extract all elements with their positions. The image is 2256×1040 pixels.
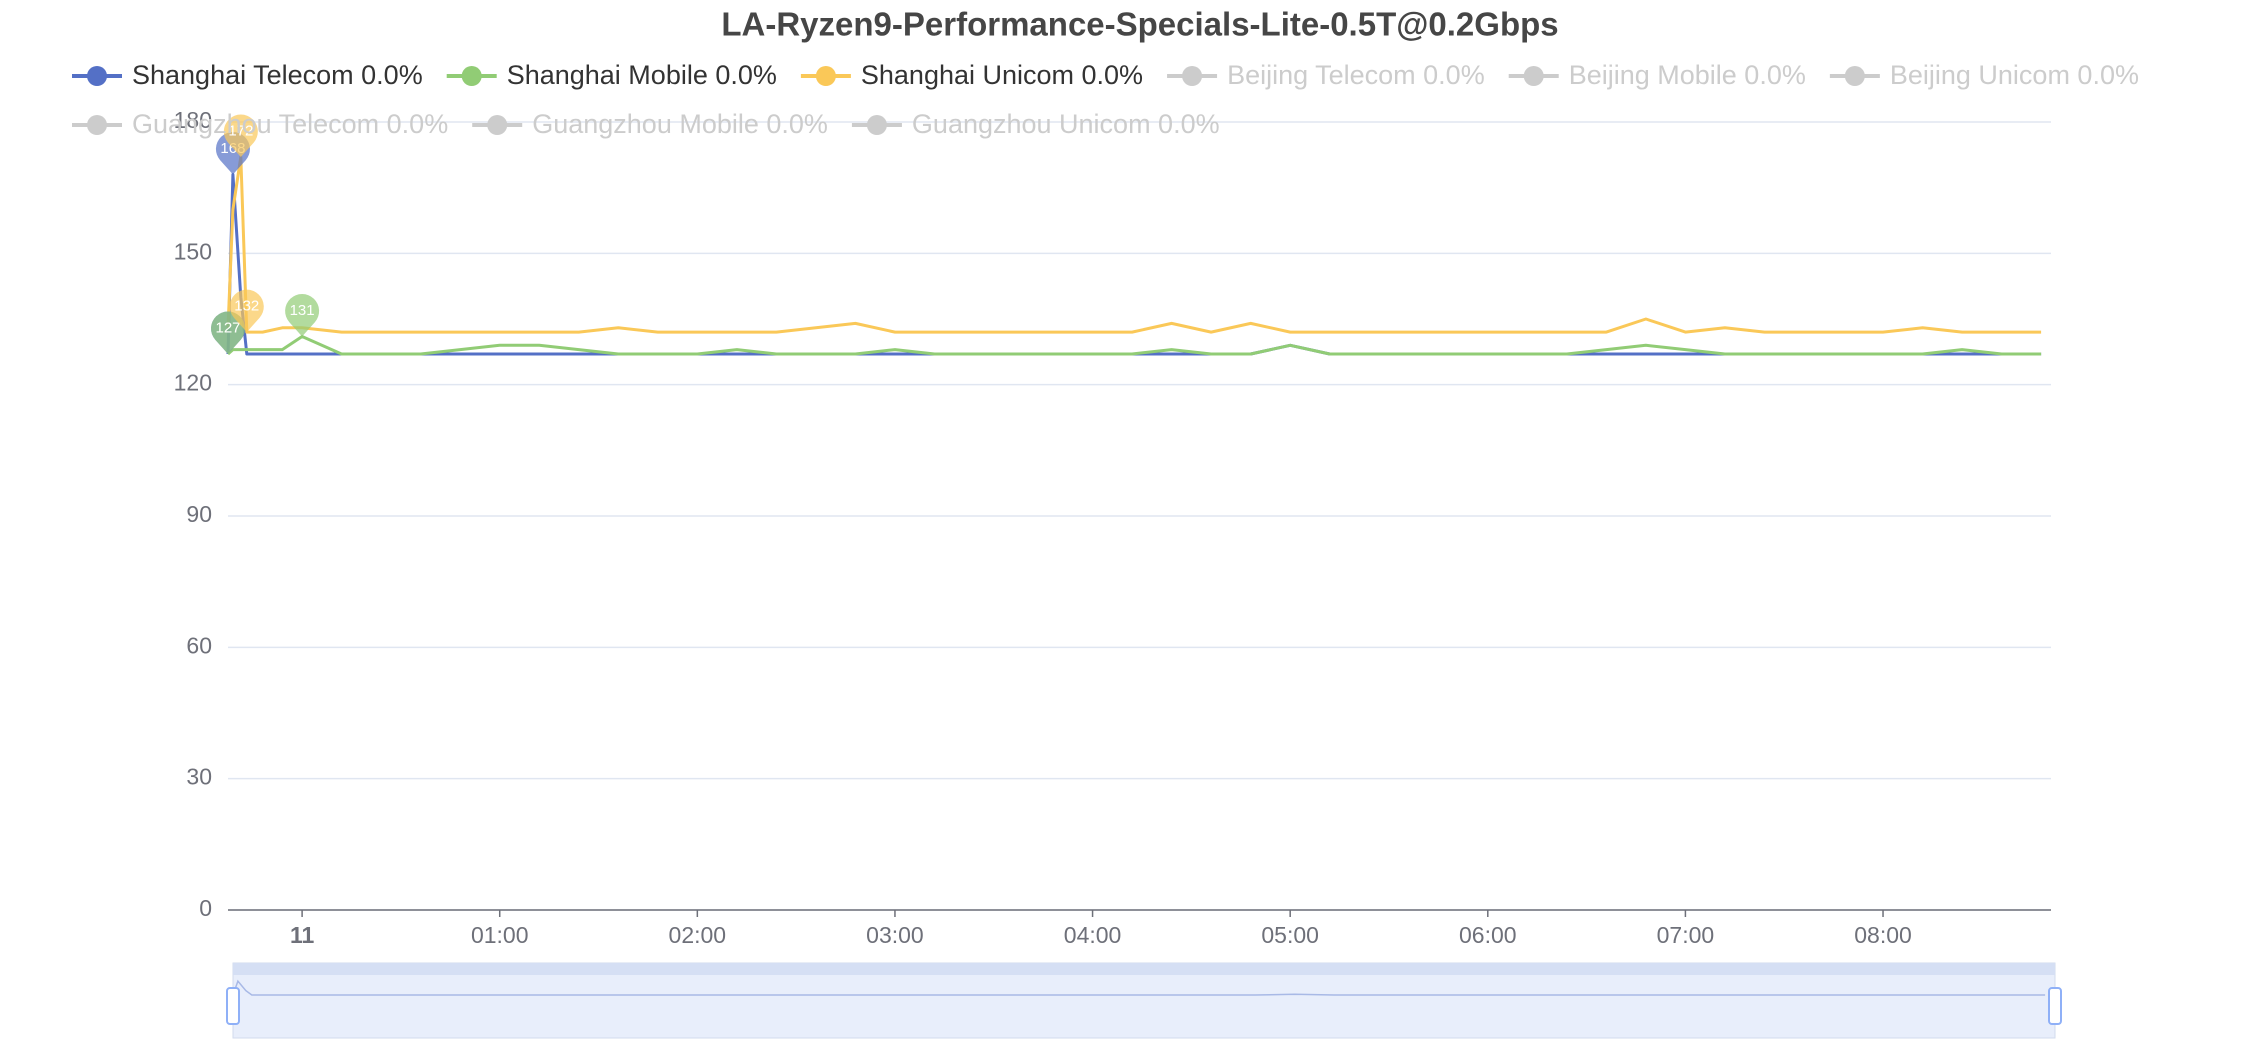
y-tick-label: 60	[186, 632, 212, 658]
legend-icon-dot	[815, 66, 836, 86]
chart-title: LA-Ryzen9-Performance-Specials-Lite-0.5T…	[721, 6, 1558, 43]
legend-item[interactable]: Shanghai Telecom 0.0%	[72, 60, 423, 90]
series-line	[226, 173, 2042, 356]
mark-point-label: 132	[234, 298, 259, 315]
legend-icon-dot	[487, 115, 508, 135]
mark-point-label: 131	[290, 302, 315, 319]
mark-point-pin	[223, 114, 258, 158]
x-tick-label: 05:00	[1261, 922, 1319, 948]
legend-label: Shanghai Mobile 0.0%	[507, 60, 777, 90]
series-line	[226, 155, 2042, 334]
x-tick-label: 06:00	[1459, 922, 1517, 948]
legend-item[interactable]: Beijing Telecom 0.0%	[1167, 60, 1485, 90]
series-line	[226, 335, 2042, 356]
legend-icon-dot	[87, 66, 107, 86]
x-tick-label: 02:00	[669, 922, 727, 948]
legend-item[interactable]: Guangzhou Mobile 0.0%	[472, 109, 828, 139]
legend-item[interactable]: Shanghai Mobile 0.0%	[446, 60, 777, 90]
mark-point-label: 172	[228, 122, 253, 139]
legend-icon-dot	[1182, 66, 1203, 86]
x-tick-label: 11	[290, 922, 315, 948]
zoom-handle[interactable]	[226, 987, 240, 1025]
legend-label: Beijing Telecom 0.0%	[1227, 60, 1485, 90]
mark-point-label: 127	[215, 319, 240, 336]
legend-icon-dot	[1844, 66, 1865, 86]
legend-label: Guangzhou Telecom 0.0%	[132, 109, 448, 139]
y-tick-label: 0	[199, 895, 212, 921]
y-tick-label: 150	[174, 238, 212, 264]
legend-item[interactable]: Beijing Mobile 0.0%	[1508, 60, 1806, 90]
legend-icon-dot	[1523, 66, 1544, 86]
legend-label: Beijing Mobile 0.0%	[1569, 60, 1806, 90]
legend-label: Beijing Unicom 0.0%	[1890, 60, 2139, 90]
zoom-preview-line	[232, 979, 2046, 996]
x-tick-label: 07:00	[1657, 922, 1715, 948]
y-tick-label: 30	[186, 764, 212, 790]
legend-label: Shanghai Telecom 0.0%	[132, 60, 423, 90]
x-tick-label: 08:00	[1854, 922, 1912, 948]
legend-label: Guangzhou Mobile 0.0%	[532, 109, 828, 139]
x-tick-label: 04:00	[1064, 922, 1122, 948]
legend-item[interactable]: Beijing Unicom 0.0%	[1829, 60, 2139, 90]
zoom-background	[232, 962, 2056, 1039]
legend-label: Shanghai Unicom 0.0%	[861, 60, 1143, 90]
legend-icon-dot	[87, 115, 107, 135]
legend-item[interactable]: Guangzhou Telecom 0.0%	[72, 109, 448, 139]
x-tick-label: 01:00	[471, 922, 529, 948]
mark-point-pin	[229, 289, 264, 333]
legend-icon-dot	[461, 66, 482, 86]
zoom-top-bar	[233, 963, 2055, 975]
legend-icon-dot	[866, 115, 887, 135]
mark-point-pin	[285, 293, 320, 337]
legend-item[interactable]: Shanghai Unicom 0.0%	[800, 60, 1143, 90]
legend-item[interactable]: Guangzhou Unicom 0.0%	[851, 109, 1220, 139]
y-tick-label: 90	[186, 501, 212, 527]
x-tick-label: 03:00	[866, 922, 924, 948]
mark-point-pin	[211, 311, 245, 355]
y-tick-label: 120	[174, 370, 212, 396]
zoom-handle[interactable]	[2048, 987, 2062, 1025]
legend-label: Guangzhou Unicom 0.0%	[912, 109, 1220, 139]
y-tick-label: 180	[174, 107, 212, 133]
